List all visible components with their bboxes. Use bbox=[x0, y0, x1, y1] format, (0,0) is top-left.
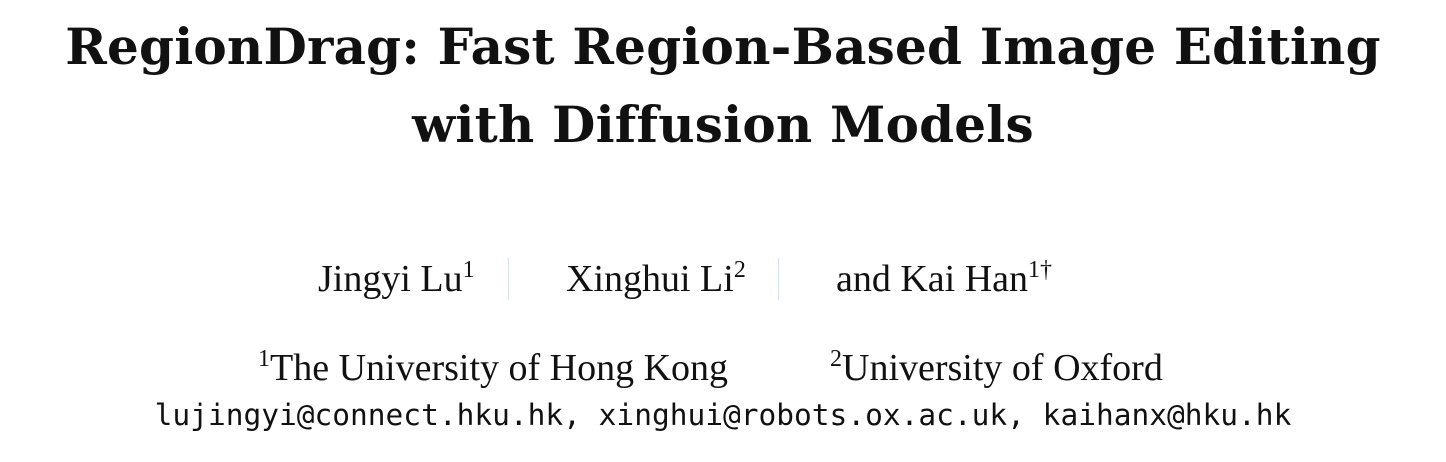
author-affiliation-mark: 1 bbox=[462, 257, 475, 283]
paper-title-line-1: RegionDrag: Fast Region-Based Image Edit… bbox=[65, 17, 1381, 76]
author-separator bbox=[778, 258, 779, 300]
affiliation-list: 1The University of Hong Kong 2University… bbox=[0, 346, 1446, 392]
affiliation-mark: 2 bbox=[830, 346, 842, 372]
affiliation-mark: 1 bbox=[258, 346, 270, 372]
author-name: Jingyi Lu bbox=[318, 258, 463, 300]
affiliation-hku: 1The University of Hong Kong bbox=[258, 346, 728, 390]
affiliation-oxford: 2University of Oxford bbox=[830, 346, 1163, 390]
author-xinghui-li: Xinghui Li2 bbox=[566, 256, 746, 302]
paper-title-line-2: with Diffusion Models bbox=[412, 95, 1034, 154]
author-name: and Kai Han bbox=[836, 258, 1029, 300]
author-name: Xinghui Li bbox=[566, 258, 734, 300]
author-affiliation-mark: 1† bbox=[1028, 257, 1053, 283]
author-kai-han: and Kai Han1† bbox=[836, 256, 1052, 302]
author-affiliation-mark: 2 bbox=[733, 257, 746, 283]
author-separator bbox=[508, 258, 509, 300]
affiliation-name: University of Oxford bbox=[842, 347, 1163, 389]
author-jingyi-lu: Jingyi Lu1 bbox=[318, 256, 475, 302]
author-list: Jingyi Lu1 Xinghui Li2 and Kai Han1† bbox=[0, 256, 1446, 306]
author-emails: lujingyi@connect.hku.hk, xinghui@robots.… bbox=[154, 398, 1292, 432]
affiliation-name: The University of Hong Kong bbox=[270, 347, 729, 389]
